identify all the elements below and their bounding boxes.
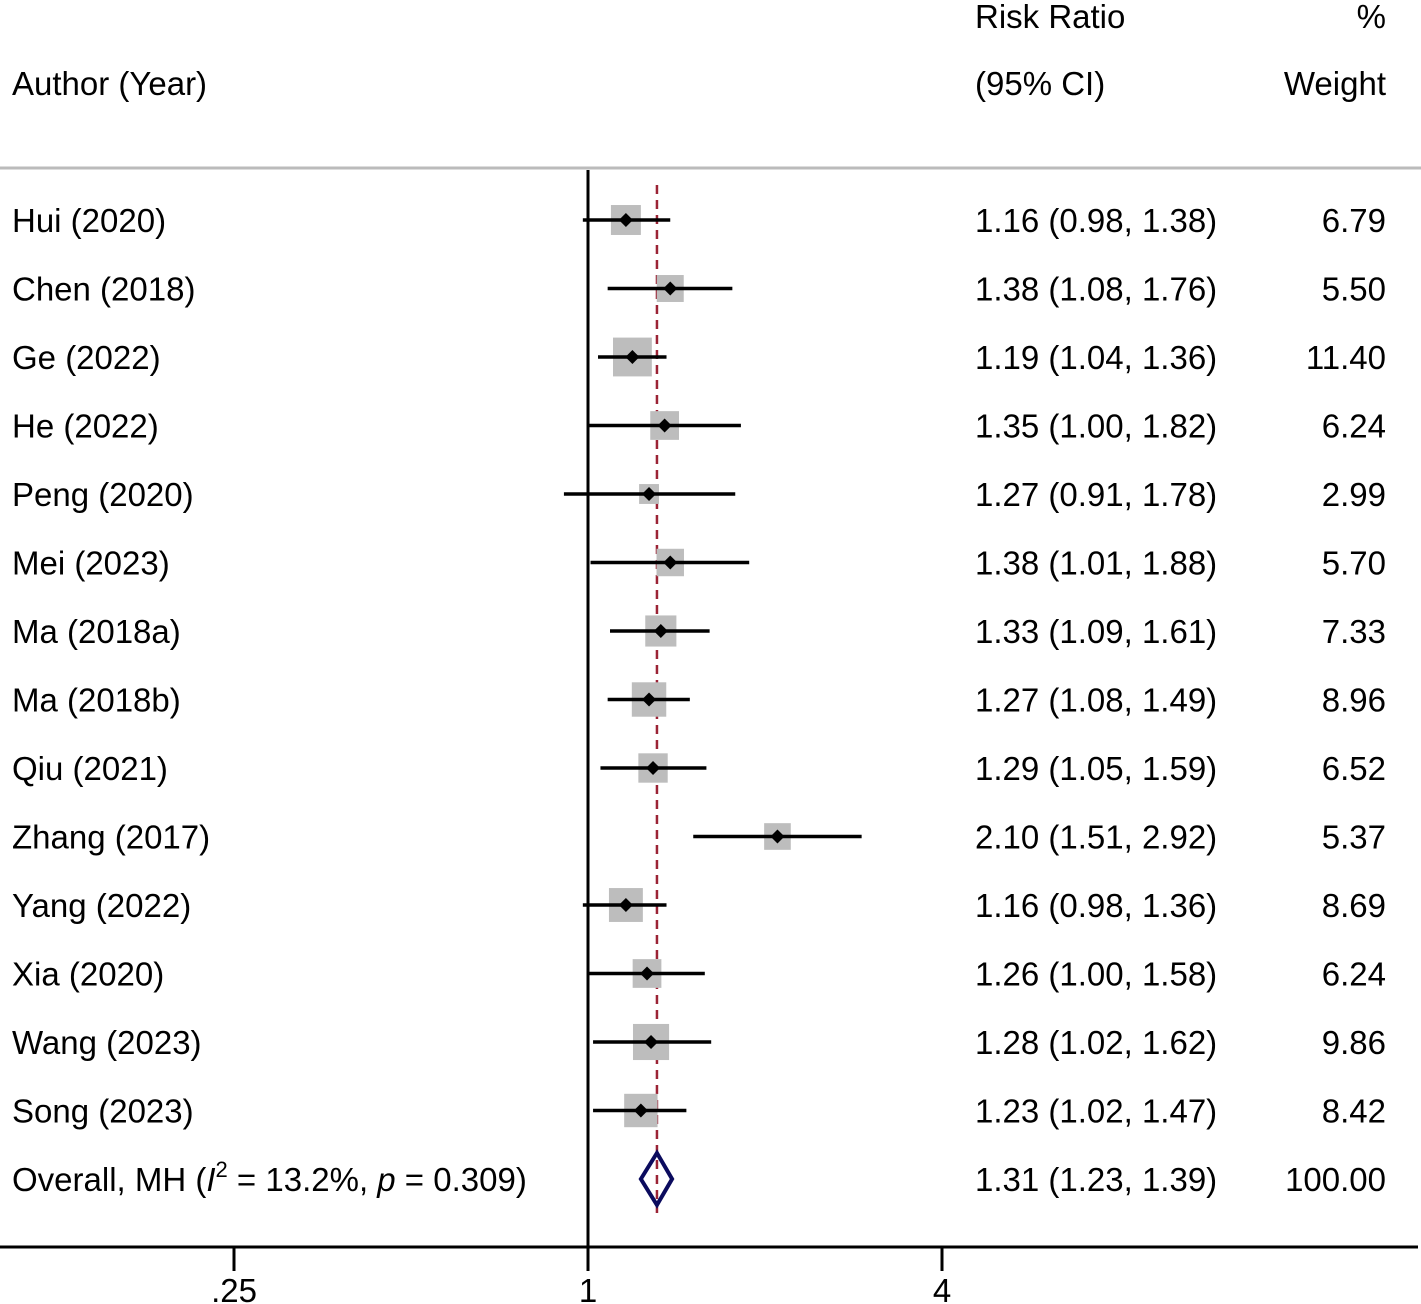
study-weight-text: 11.40 — [1306, 339, 1386, 376]
study-ci-text: 1.23 (1.02, 1.47) — [975, 1093, 1217, 1130]
overall-weight-text: 100.00 — [1285, 1161, 1386, 1198]
point-estimate — [618, 213, 633, 227]
overall-label-mid: = 13.2%, — [228, 1161, 378, 1198]
study-row: Zhang (2017) 2.10 (1.51, 2.92) 5.37 — [12, 819, 1386, 856]
overall-label-p: p — [376, 1161, 395, 1198]
header-effect-line2: (95% CI) — [975, 65, 1105, 102]
study-row: He (2022) 1.35 (1.00, 1.82) 6.24 — [12, 408, 1386, 445]
point-estimate — [640, 966, 655, 981]
study-weight-text: 8.69 — [1322, 887, 1386, 924]
study-label: Ge (2022) — [12, 339, 161, 376]
header-weight-line1: % — [1357, 0, 1386, 35]
study-weight-text: 8.96 — [1322, 682, 1386, 719]
study-row: Hui (2020) 1.16 (0.98, 1.38) 6.79 — [12, 202, 1386, 239]
study-ci-text: 1.38 (1.08, 1.76) — [975, 271, 1217, 308]
study-label: Mei (2023) — [12, 545, 170, 582]
study-weight-text: 7.33 — [1322, 613, 1386, 650]
study-weight-text: 5.37 — [1322, 819, 1386, 856]
study-ci-text: 1.16 (0.98, 1.38) — [975, 202, 1217, 239]
study-weight-text: 6.24 — [1322, 408, 1386, 445]
study-ci-text: 1.38 (1.01, 1.88) — [975, 545, 1217, 582]
x-tick-label: 1 — [579, 1272, 597, 1304]
study-ci-text: 1.27 (0.91, 1.78) — [975, 476, 1217, 513]
header-effect-line1: Risk Ratio — [975, 0, 1125, 35]
study-weight-text: 6.52 — [1322, 750, 1386, 787]
study-row: Mei (2023) 1.38 (1.01, 1.88) 5.70 — [12, 545, 1386, 582]
study-row: Ma (2018a) 1.33 (1.09, 1.61) 7.33 — [12, 613, 1386, 650]
study-row: Wang (2023) 1.28 (1.02, 1.62) 9.86 — [12, 1023, 1386, 1061]
point-estimate — [653, 624, 668, 638]
study-label: Ma (2018b) — [12, 682, 181, 719]
point-estimate — [625, 350, 640, 364]
study-row: Qiu (2021) 1.29 (1.05, 1.59) 6.52 — [12, 750, 1386, 787]
study-row: Yang (2022) 1.16 (0.98, 1.36) 8.69 — [12, 887, 1386, 924]
point-estimate — [618, 898, 633, 912]
study-label: Hui (2020) — [12, 202, 166, 239]
overall-label-sup: 2 — [216, 1157, 228, 1182]
study-rows: Hui (2020) 1.16 (0.98, 1.38) 6.79 Chen (201… — [12, 202, 1386, 1130]
point-estimate — [642, 692, 657, 707]
study-ci-text: 1.29 (1.05, 1.59) — [975, 750, 1217, 787]
study-ci-text: 1.28 (1.02, 1.62) — [975, 1024, 1217, 1061]
study-ci-text: 1.35 (1.00, 1.82) — [975, 408, 1217, 445]
overall-row: Overall, MH (I2 = 13.2%, p = 0.309) 1.31 … — [12, 1149, 1386, 1209]
study-label: Zhang (2017) — [12, 819, 210, 856]
study-label: Ma (2018a) — [12, 613, 181, 650]
study-ci-text: 2.10 (1.51, 2.92) — [975, 819, 1217, 856]
point-estimate — [644, 1035, 659, 1049]
overall-label-prefix: Overall, MH ( — [12, 1161, 206, 1198]
overall-label: Overall, MH (I2 = 13.2%, p = 0.309) — [12, 1157, 527, 1198]
study-weight-text: 2.99 — [1322, 476, 1386, 513]
study-weight-text: 6.79 — [1322, 202, 1386, 239]
study-ci-text: 1.16 (0.98, 1.36) — [975, 887, 1217, 924]
point-estimate — [646, 761, 661, 775]
x-axis: .25 1 4 — [0, 1245, 1418, 1304]
study-label: Chen (2018) — [12, 271, 195, 308]
study-weight-text: 5.50 — [1322, 271, 1386, 308]
study-ci-text: 1.27 (1.08, 1.49) — [975, 682, 1217, 719]
study-label: Wang (2023) — [12, 1024, 202, 1061]
study-row: Xia (2020) 1.26 (1.00, 1.58) 6.24 — [12, 956, 1386, 993]
overall-ci-text: 1.31 (1.23, 1.39) — [975, 1161, 1217, 1198]
study-row: Song (2023) 1.23 (1.02, 1.47) 8.42 — [12, 1093, 1386, 1130]
study-weight-text: 9.86 — [1322, 1024, 1386, 1061]
study-weight-text: 6.24 — [1322, 956, 1386, 993]
study-ci-text: 1.19 (1.04, 1.36) — [975, 339, 1217, 376]
point-estimate — [663, 555, 678, 570]
study-row: Chen (2018) 1.38 (1.08, 1.76) 5.50 — [12, 271, 1386, 308]
overall-label-i: I — [206, 1161, 215, 1198]
study-label: Yang (2022) — [12, 887, 191, 924]
study-row: Ma (2018b) 1.27 (1.08, 1.49) 8.96 — [12, 682, 1386, 719]
study-label: Song (2023) — [12, 1093, 194, 1130]
study-label: Xia (2020) — [12, 956, 164, 993]
overall-diamond — [638, 1149, 675, 1209]
study-row: Ge (2022) 1.19 (1.04, 1.36) 11.40 — [12, 337, 1386, 377]
study-label: Peng (2020) — [12, 476, 194, 513]
header-study: Author (Year) — [12, 65, 207, 102]
study-weight-text: 8.42 — [1322, 1093, 1386, 1130]
study-ci-text: 1.33 (1.09, 1.61) — [975, 613, 1217, 650]
point-estimate — [770, 829, 785, 844]
point-estimate — [642, 487, 657, 501]
overall-label-suffix: = 0.309) — [396, 1161, 527, 1198]
point-estimate — [663, 281, 678, 296]
point-estimate — [633, 1103, 648, 1118]
study-ci-text: 1.26 (1.00, 1.58) — [975, 956, 1217, 993]
header-weight-line2: Weight — [1284, 65, 1386, 102]
study-row: Peng (2020) 1.27 (0.91, 1.78) 2.99 — [12, 476, 1386, 513]
study-weight-text: 5.70 — [1322, 545, 1386, 582]
point-estimate — [657, 418, 672, 433]
study-label: He (2022) — [12, 408, 159, 445]
study-label: Qiu (2021) — [12, 750, 168, 787]
x-tick-label: .25 — [211, 1272, 257, 1304]
header: Author (Year) Risk Ratio (95% CI) % Weig… — [0, 0, 1421, 170]
x-tick-label: 4 — [933, 1272, 951, 1304]
